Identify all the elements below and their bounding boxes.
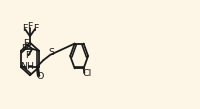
Text: F: F [21,44,27,53]
Text: F: F [27,22,33,32]
Text: S: S [49,48,55,57]
Text: Cl: Cl [82,69,91,78]
Text: F: F [22,24,27,33]
Text: F: F [33,24,38,33]
Text: F: F [25,51,31,60]
Text: F: F [23,39,28,48]
Text: O: O [36,72,44,81]
Text: NH: NH [20,62,34,71]
